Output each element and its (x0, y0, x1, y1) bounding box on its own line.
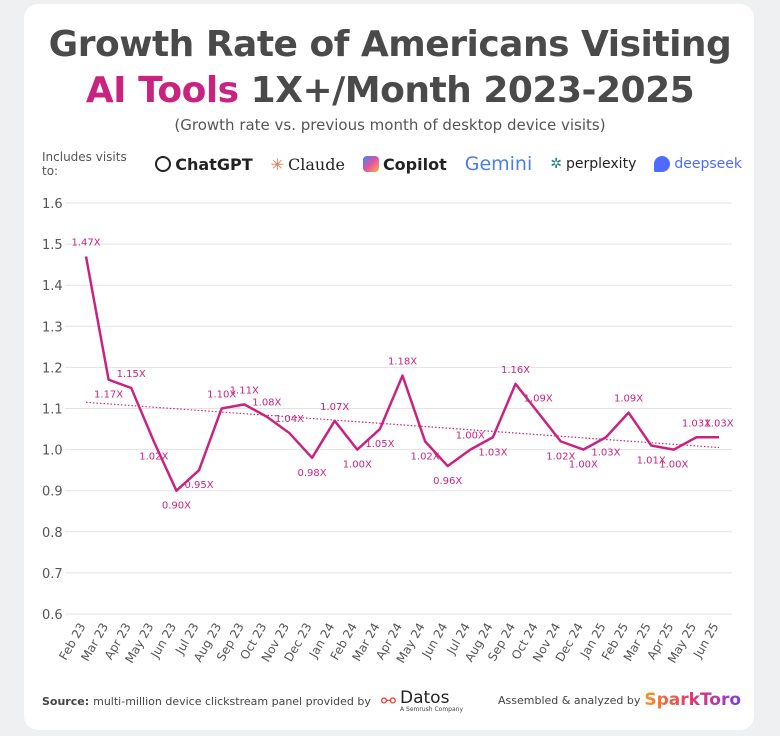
logo: Copilot (362, 154, 447, 174)
data-label: 1.03X (704, 418, 733, 429)
y-tick-label: 1.0 (42, 444, 63, 459)
logo-text: ChatGPT (175, 154, 253, 174)
data-label: 1.08X (252, 398, 281, 409)
logo: deepseek (654, 156, 742, 172)
provider-sub: A Semrush Company (400, 706, 464, 713)
data-label: 1.03X (591, 447, 620, 458)
data-label: 1.09X (524, 394, 553, 405)
logo-text: Claude (288, 154, 345, 174)
includes: Includes visits to: (42, 150, 127, 178)
logo-text: deepseek (674, 156, 742, 172)
data-label: 1.02X (411, 451, 440, 462)
source: Source: multi-million device clickstream… (42, 688, 464, 713)
y-tick-label: 1.6 (42, 197, 63, 212)
logo-text: Gemini (464, 153, 533, 175)
logo: ✳ Claude (270, 154, 345, 174)
credit-text: Assembled & analyzed by (498, 693, 641, 707)
data-label: 1.10X (207, 390, 236, 401)
data-label: 1.02X (139, 451, 168, 462)
data-label: 1.09X (614, 394, 643, 405)
credit-brand: SparkToro (644, 690, 742, 710)
data-label: 1.47X (71, 237, 100, 248)
title-rest: 1X+/Month 2023-2025 (250, 70, 695, 111)
logos: Includes visits to: ChatGPT ✳ Claude Copi… (42, 150, 742, 178)
title-line: AI Tools 1X+/Month 2023-2025 (0, 70, 780, 111)
data-label: 1.17X (94, 390, 123, 401)
data-label: 1.05X (365, 439, 394, 450)
data-label: 1.03X (478, 447, 507, 458)
y-tick-label: 0.7 (42, 567, 63, 582)
data-label: 1.00X (569, 460, 598, 471)
source-label: Source: (42, 695, 90, 708)
logo: Gemini (465, 153, 533, 175)
data-label: 1.18X (388, 357, 417, 368)
data-label: 1.11X (230, 385, 259, 396)
data-label: 1.00X (456, 431, 485, 442)
logo-text: perplexity (566, 156, 637, 172)
y-tick-label: 0.8 (42, 526, 63, 541)
y-tick-label: 1.4 (42, 279, 63, 294)
y-tick-label: 1.2 (42, 361, 63, 376)
data-label: 0.95X (184, 480, 213, 491)
data-label: 1.02X (546, 451, 575, 462)
y-tick-label: 1.3 (42, 320, 63, 335)
data-label: 1.16X (501, 365, 530, 376)
title-highlight: AI Tools (85, 70, 239, 111)
data-label: 0.90X (162, 501, 191, 512)
source-text: multi-million device clickstream panel p… (93, 695, 371, 708)
y-tick-label: 0.9 (42, 485, 63, 500)
subtitle: (Growth rate vs. previous month of deskt… (174, 116, 606, 134)
y-tick-label: 1.5 (42, 238, 63, 253)
y-tick-label: 1.1 (42, 403, 63, 418)
trend-line (85, 401, 720, 449)
data-label: 0.98X (298, 468, 327, 479)
provider: Datos (400, 688, 450, 708)
logo: ✲ perplexity (550, 156, 637, 172)
logo-text: Copilot (382, 154, 447, 174)
data-label: 1.07X (320, 402, 349, 413)
data-label: 1.03X (682, 418, 711, 429)
data-label: 1.04X (275, 414, 304, 425)
data-label: 1.00X (343, 460, 372, 471)
data-label: 0.96X (433, 476, 462, 487)
data-label: 1.15X (117, 369, 146, 380)
data-label: 1.00X (659, 460, 688, 471)
logo: ChatGPT (155, 154, 253, 174)
title-line: Growth Rate of Americans Visiting (48, 24, 732, 65)
data-line (84, 256, 719, 492)
data-label: 1.01X (637, 455, 666, 466)
y-tick-label: 0.6 (42, 608, 63, 623)
credit: Assembled & analyzed by SparkToro (498, 690, 741, 710)
